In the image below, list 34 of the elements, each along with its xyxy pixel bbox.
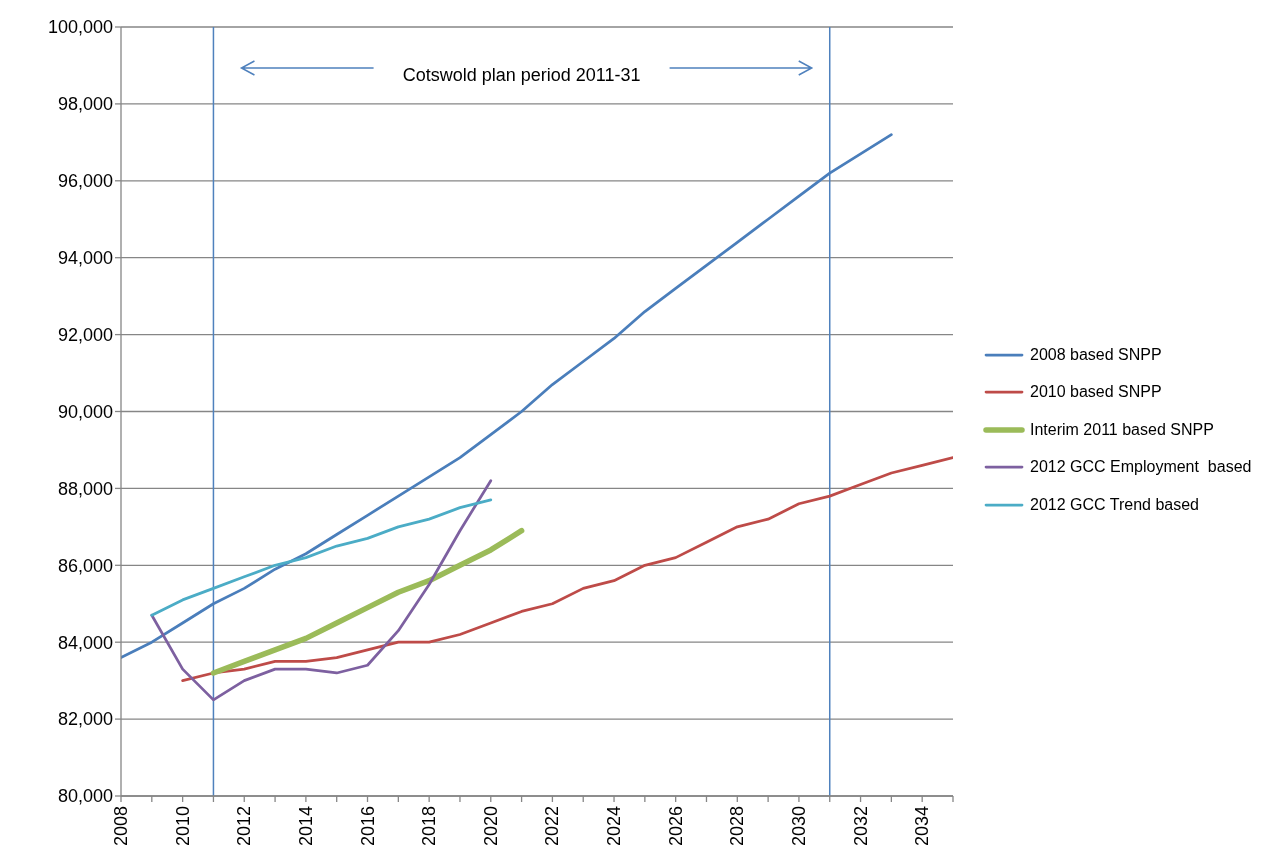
- y-tick-label: 80,000: [57, 786, 113, 807]
- x-tick-label: 2034: [912, 806, 933, 847]
- annotation: Cotswold plan period 2011-31: [402, 65, 641, 85]
- legend-label: 2010 based SNPP: [1030, 383, 1162, 401]
- x-tick-label: 2022: [542, 806, 563, 847]
- x-tick-label: 2018: [419, 806, 440, 847]
- line-series: [150, 479, 493, 702]
- x-tick-label: 2020: [480, 806, 501, 847]
- y-tick-label: 82,000: [57, 709, 113, 730]
- legend-label: 2012 GCC Employment based: [1030, 458, 1252, 476]
- legend-label: Interim 2011 based SNPP: [1030, 420, 1214, 439]
- x-tick-label: 2030: [788, 806, 809, 847]
- y-tick-label: 94,000: [57, 248, 113, 269]
- y-tick-label: 90,000: [57, 401, 113, 422]
- y-tick-label: 98,000: [57, 94, 113, 115]
- x-tick-label: 2024: [604, 806, 625, 847]
- line-series: [150, 498, 493, 617]
- y-tick-label: 92,000: [57, 324, 113, 345]
- x-tick-label: 2014: [295, 806, 316, 847]
- x-tick-label: 2012: [234, 806, 255, 847]
- y-tick-label: 84,000: [57, 632, 113, 653]
- line-series: [181, 456, 953, 683]
- y-tick-label: 100,000: [47, 17, 113, 38]
- x-tick-label: 2026: [665, 806, 686, 847]
- x-tick-label: 2008: [111, 806, 131, 847]
- y-tick-label: 88,000: [57, 478, 113, 499]
- x-tick-label: 2028: [727, 806, 748, 847]
- x-tick-label: 2010: [172, 806, 193, 847]
- legend-label: 2012 GCC Trend based: [1030, 495, 1199, 514]
- y-tick-label: 86,000: [57, 555, 113, 576]
- legend-label: 2008 based SNPP: [1030, 345, 1162, 364]
- x-tick-label: 2016: [357, 806, 378, 847]
- y-tick-label: 96,000: [57, 171, 113, 192]
- x-tick-label: 2032: [850, 806, 871, 847]
